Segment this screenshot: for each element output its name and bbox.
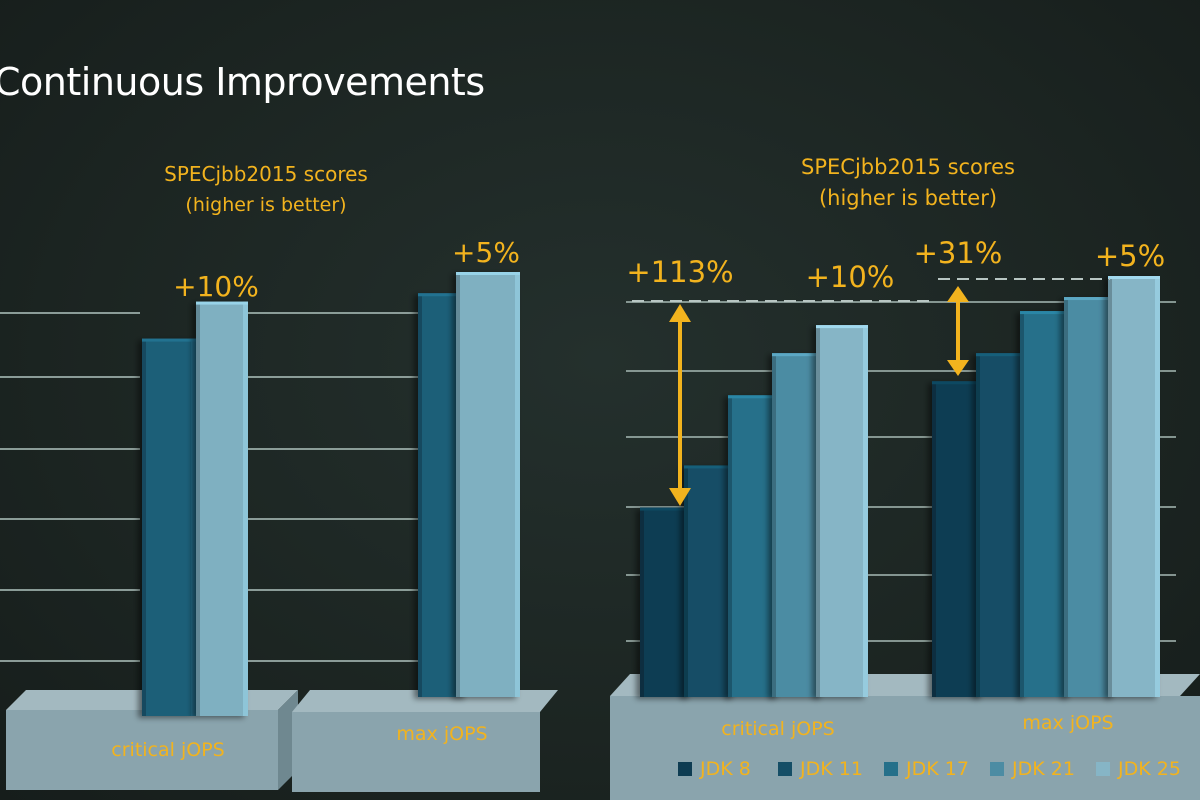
- legend-label: JDK 8: [699, 758, 751, 780]
- legend-label: JDK 17: [905, 758, 969, 780]
- left-bar-0-0: [142, 338, 196, 716]
- right-chart-subtitle: (higher is better): [819, 186, 997, 210]
- left-chart-title: SPECjbb2015 scores: [164, 162, 368, 186]
- right-chart-title: SPECjbb2015 scores: [801, 155, 1015, 179]
- right-annotation-31: +31%: [914, 236, 1003, 270]
- legend-swatch: [778, 762, 792, 776]
- legend-item: JDK 25: [1096, 758, 1181, 780]
- left-bar-0-1: [196, 301, 248, 716]
- right-arrow-max: [947, 286, 969, 376]
- left-base-max: [292, 690, 558, 792]
- legend-item: JDK 11: [778, 758, 863, 780]
- legend-label: JDK 25: [1117, 758, 1181, 780]
- right-bar-1-4: [1108, 276, 1160, 697]
- left-category-label-critical: critical jOPS: [111, 739, 224, 761]
- legend-swatch: [678, 762, 692, 776]
- left-bars: [142, 272, 520, 716]
- left-annotation-max: +5%: [452, 236, 520, 269]
- right-arrow-critical: [669, 304, 691, 506]
- legend-label: JDK 21: [1011, 758, 1075, 780]
- legend-item: JDK 17: [884, 758, 969, 780]
- legend-swatch: [1096, 762, 1110, 776]
- left-chart-subtitle: (higher is better): [185, 194, 346, 216]
- left-chart-gridlines: [0, 312, 418, 662]
- left-chart: SPECjbb2015 scores (higher is better) cr…: [0, 162, 558, 792]
- legend-label: JDK 11: [799, 758, 863, 780]
- right-bars: [640, 276, 1160, 697]
- legend-item: JDK 8: [678, 758, 751, 780]
- right-category-label-critical: critical jOPS: [721, 718, 834, 740]
- right-bar-0-4: [816, 325, 868, 697]
- left-bar-1-1: [456, 272, 520, 697]
- right-chart: SPECjbb2015 scores (higher is better) cr…: [610, 155, 1200, 800]
- right-category-label-max: max jOPS: [1022, 712, 1113, 734]
- right-annotation-5: +5%: [1095, 239, 1165, 273]
- page-title: Continuous Improvements: [0, 60, 485, 104]
- left-annotation-critical: +10%: [173, 270, 259, 303]
- right-annotation-10: +10%: [806, 260, 895, 294]
- legend: JDK 8 JDK 11 JDK 17 JDK 21 JDK 25: [678, 758, 1181, 780]
- right-bar-0-1: [684, 465, 736, 697]
- left-category-label-max: max jOPS: [396, 723, 487, 745]
- legend-swatch: [990, 762, 1004, 776]
- legend-item: JDK 21: [990, 758, 1075, 780]
- legend-swatch: [884, 762, 898, 776]
- right-annotation-113: +113%: [626, 255, 733, 289]
